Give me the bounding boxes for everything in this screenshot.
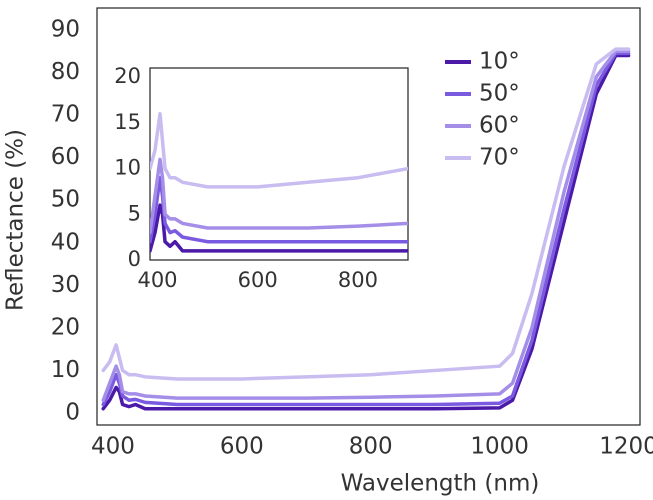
y-tick-label: 5 — [128, 201, 141, 225]
y-tick-label: 10 — [114, 156, 141, 180]
x-tick-label: 400 — [91, 434, 135, 460]
y-tick-label: 0 — [128, 247, 141, 271]
y-tick-label: 15 — [114, 110, 141, 134]
y-tick-label: 60 — [51, 144, 80, 170]
x-tick-label: 1200 — [599, 434, 653, 460]
x-tick-label: 800 — [349, 434, 393, 460]
y-tick-label: 50 — [51, 187, 80, 213]
y-tick-label: 80 — [51, 59, 80, 85]
x-tick-label: 1000 — [470, 434, 529, 460]
series-line — [150, 157, 408, 235]
y-tick-label: 20 — [51, 314, 80, 340]
x-tick-label: 400 — [137, 268, 177, 292]
y-tick-label: 0 — [65, 400, 80, 426]
legend-label: 50° — [479, 81, 520, 107]
legend-label: 70° — [479, 145, 520, 171]
main-plot — [101, 47, 631, 411]
series-line — [101, 53, 631, 411]
series-line — [101, 47, 631, 381]
inset-plot — [150, 111, 408, 253]
legend-label: 60° — [479, 113, 520, 139]
y-axis-title: Reflectance (%) — [3, 129, 29, 311]
y-tick-label: 70 — [51, 102, 80, 128]
legend-label: 10° — [479, 49, 520, 75]
x-tick-label: 600 — [238, 268, 278, 292]
y-tick-label: 10 — [51, 357, 80, 383]
inset-frame — [149, 67, 409, 261]
y-tick-label: 40 — [51, 229, 80, 255]
y-tick-label: 30 — [51, 272, 80, 298]
y-tick-label: 20 — [114, 64, 141, 88]
series-line — [101, 49, 631, 402]
y-tick-label: 90 — [51, 17, 80, 43]
series-line — [150, 111, 408, 189]
x-tick-label: 600 — [220, 434, 264, 460]
x-tick-label: 800 — [338, 268, 378, 292]
x-axis-title: Wavelength (nm) — [341, 471, 540, 497]
plot-frame — [96, 7, 641, 426]
